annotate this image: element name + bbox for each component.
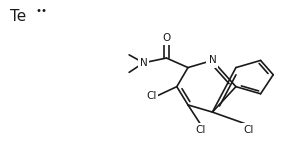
Text: Te: Te [10, 9, 26, 24]
Text: O: O [162, 33, 170, 43]
Text: N: N [139, 58, 148, 68]
Text: Cl: Cl [146, 91, 156, 101]
Text: N: N [208, 55, 216, 65]
Text: Cl: Cl [196, 125, 206, 135]
Text: ••: •• [36, 6, 48, 16]
Text: Cl: Cl [243, 125, 253, 135]
